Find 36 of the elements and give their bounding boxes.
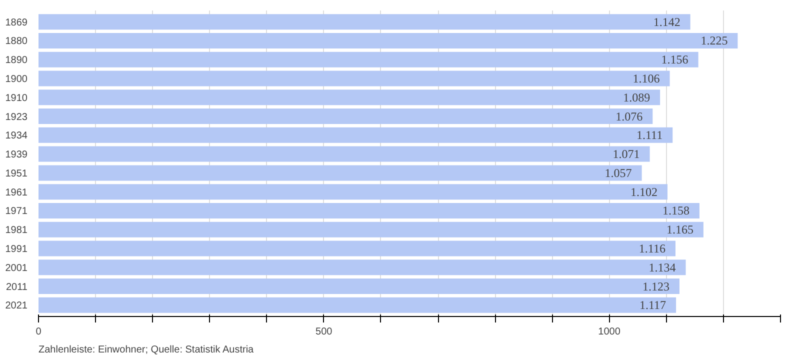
data-label: 1.158 (662, 204, 690, 218)
text: Zahlenleiste: Einwohner; Quelle: Statistik Austria (38, 344, 254, 356)
y-tick-label: 1869 (5, 17, 28, 28)
x-tick-label: 500 (316, 326, 333, 338)
y-tick-label: 1939 (5, 150, 28, 161)
data-label: 1.102 (630, 184, 658, 199)
data-label: 1.071 (612, 147, 640, 162)
y-tick-label: 1961 (5, 187, 28, 198)
data-label: 1.089 (623, 90, 650, 104)
y-tick-label: 1890 (5, 55, 28, 66)
y-tick-label: 2021 (5, 300, 28, 312)
data-label: 1.106 (632, 72, 660, 86)
y-tick-label: 1934 (5, 130, 28, 142)
data-label: 1.076 (616, 109, 643, 124)
data-label: 1.116 (638, 242, 666, 256)
y-tick-label: 2011 (6, 282, 28, 293)
y-tick-label: 1981 (5, 225, 28, 236)
y-tick-label: 1951 (5, 168, 28, 180)
data-label: 1.117 (639, 298, 666, 312)
x-tick-label: 0 (36, 326, 42, 338)
y-tick-label: 1991 (5, 244, 28, 255)
y-tick-label: 1923 (5, 112, 28, 123)
data-label: 1.225 (700, 34, 728, 48)
data-label: 1.156 (661, 52, 688, 67)
data-label: 1.057 (604, 166, 632, 180)
y-tick-label: 2001 (5, 262, 28, 274)
data-label: 1.134 (648, 260, 676, 274)
data-label: 1.142 (653, 14, 680, 29)
y-tick-label: 1971 (5, 206, 28, 218)
y-tick-label: 1880 (5, 36, 28, 48)
data-label: 1.123 (642, 279, 670, 294)
data-label: 1.111 (636, 128, 663, 142)
y-tick-label: 1910 (5, 92, 28, 104)
x-tick-label: 1000 (598, 326, 621, 338)
y-tick-label: 1900 (5, 74, 28, 85)
data-label: 1.165 (666, 222, 694, 237)
